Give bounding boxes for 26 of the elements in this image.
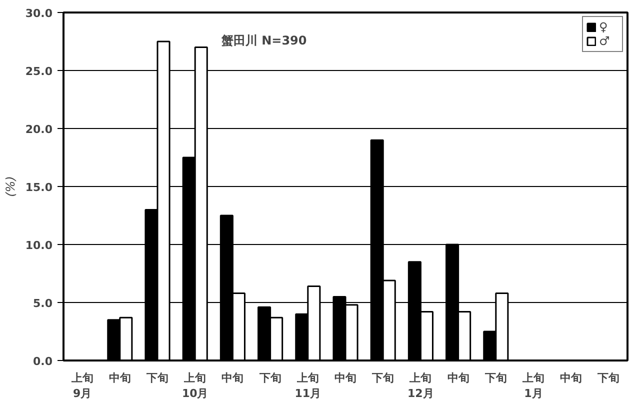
y-tick-label: 5.0: [33, 297, 53, 310]
x-tick-label: 上旬 10月: [182, 372, 208, 400]
y-tick-label: 20.0: [25, 123, 53, 136]
x-tick-label: 下旬: [596, 372, 620, 384]
x-tick-label: 中旬: [560, 372, 582, 384]
y-tick-label: 10.0: [25, 239, 53, 252]
x-tick-label: 下旬: [146, 372, 168, 384]
x-tick-label: 上旬 1月: [522, 372, 544, 400]
x-tick-label: 下旬: [484, 372, 507, 384]
x-tick-label: 上旬 11月: [294, 372, 322, 400]
x-tick-label: 中旬: [222, 372, 244, 384]
y-tick-label: 30.0: [25, 7, 53, 20]
legend-label: ♀: [599, 20, 609, 34]
x-tick-label: 下旬: [258, 372, 282, 384]
y-tick-label: 0.0: [33, 355, 53, 368]
x-tick-label: 上旬 12月: [408, 372, 434, 400]
legend-label: ♂: [599, 34, 611, 48]
x-tick-label: 中旬: [334, 372, 356, 384]
x-tick-label: 下旬: [371, 372, 394, 384]
x-tick-label: 中旬: [108, 372, 131, 384]
y-tick-label: 15.0: [25, 181, 53, 194]
annotation: 蟹田川 N=390: [220, 33, 307, 48]
y-tick-label: 25.0: [25, 65, 53, 78]
x-tick-label: 上旬 9月: [70, 372, 94, 400]
x-tick-label: 中旬: [447, 372, 470, 384]
y-axis-title: (%): [3, 176, 18, 197]
